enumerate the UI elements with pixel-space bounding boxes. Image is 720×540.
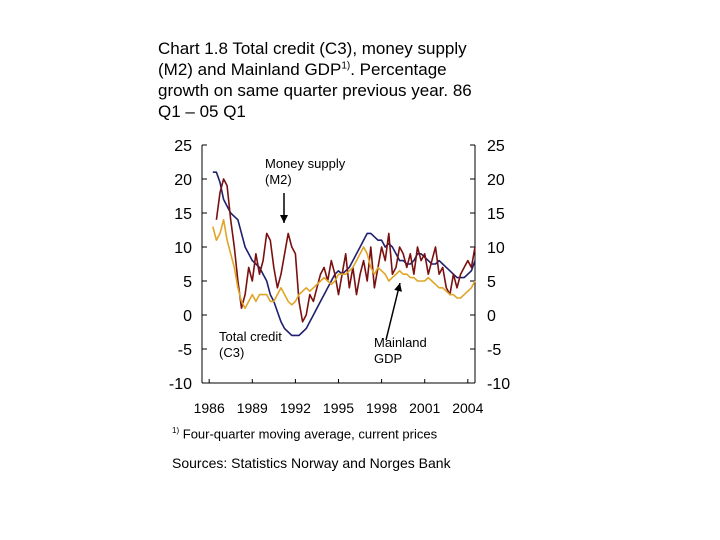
- annotation-money-supply: Money supply(M2): [265, 156, 346, 223]
- chart-title-line-2-text: (M2) and Mainland GDP: [158, 60, 342, 79]
- annotation-pointer: [385, 282, 401, 341]
- chart-title-line-2-tail: . Percentage: [350, 60, 447, 79]
- footnote-text: Four-quarter moving average, current pri…: [182, 426, 438, 442]
- y-tick-label-left: -10: [169, 376, 192, 393]
- x-tick-label: 1995: [323, 400, 354, 416]
- x-tick-label: 2004: [452, 400, 483, 416]
- footnote: 1) Four-quarter moving average, current …: [172, 426, 437, 441]
- series-line-mainland-gdp: [212, 219, 476, 310]
- y-tick-label-right: -5: [487, 342, 501, 359]
- chart-title-line-1: Chart 1.8 Total credit (C3), money suppl…: [158, 39, 467, 58]
- y-tick-label-left: 10: [174, 240, 192, 257]
- y-tick-label-left: -5: [178, 342, 192, 359]
- y-tick-label-right: 10: [487, 240, 505, 257]
- y-tick-label-left: 5: [183, 274, 192, 291]
- chart-title: Chart 1.8 Total credit (C3), money suppl…: [158, 38, 518, 122]
- annotation-label: Money supply: [265, 156, 346, 171]
- y-tick-label-left: 15: [174, 206, 192, 223]
- x-tick-label: 1986: [194, 400, 225, 416]
- annotation-label: Total credit: [219, 329, 282, 344]
- footnote-marker: 1): [341, 60, 351, 72]
- y-tick-label-left: 20: [174, 172, 192, 189]
- annotation-label: Mainland: [374, 335, 427, 350]
- series-line-money-supply: [215, 178, 476, 323]
- chart-title-line-4: Q1 – 05 Q1: [158, 102, 246, 121]
- annotation-label: GDP: [374, 351, 402, 366]
- annotation-arrowhead: [280, 215, 288, 223]
- x-tick-label: 1989: [237, 400, 268, 416]
- y-tick-label-left: 25: [174, 138, 192, 155]
- annotation-label: (M2): [265, 172, 292, 187]
- footnote-marker-bottom: 1): [172, 426, 180, 435]
- x-tick-label: 2001: [409, 400, 440, 416]
- y-tick-label-right: 5: [487, 274, 496, 291]
- annotation-total-credit: Total credit(C3): [219, 329, 282, 360]
- annotation-arrowhead: [394, 283, 402, 292]
- y-tick-label-right: -10: [487, 376, 510, 393]
- x-tick-label: 1998: [366, 400, 397, 416]
- y-tick-label-right: 20: [487, 172, 505, 189]
- chart-title-line-3: growth on same quarter previous year. 86: [158, 81, 472, 100]
- sources-note: Sources: Statistics Norway and Norges Ba…: [172, 455, 451, 471]
- chart-title-line-2: (M2) and Mainland GDP1). Percentage: [158, 59, 518, 80]
- y-tick-label-left: 0: [183, 308, 192, 325]
- y-tick-label-right: 0: [487, 308, 496, 325]
- x-tick-label: 1992: [280, 400, 311, 416]
- y-tick-label-right: 15: [487, 206, 505, 223]
- y-tick-label-right: 25: [487, 138, 505, 155]
- annotation-label: (C3): [219, 345, 244, 360]
